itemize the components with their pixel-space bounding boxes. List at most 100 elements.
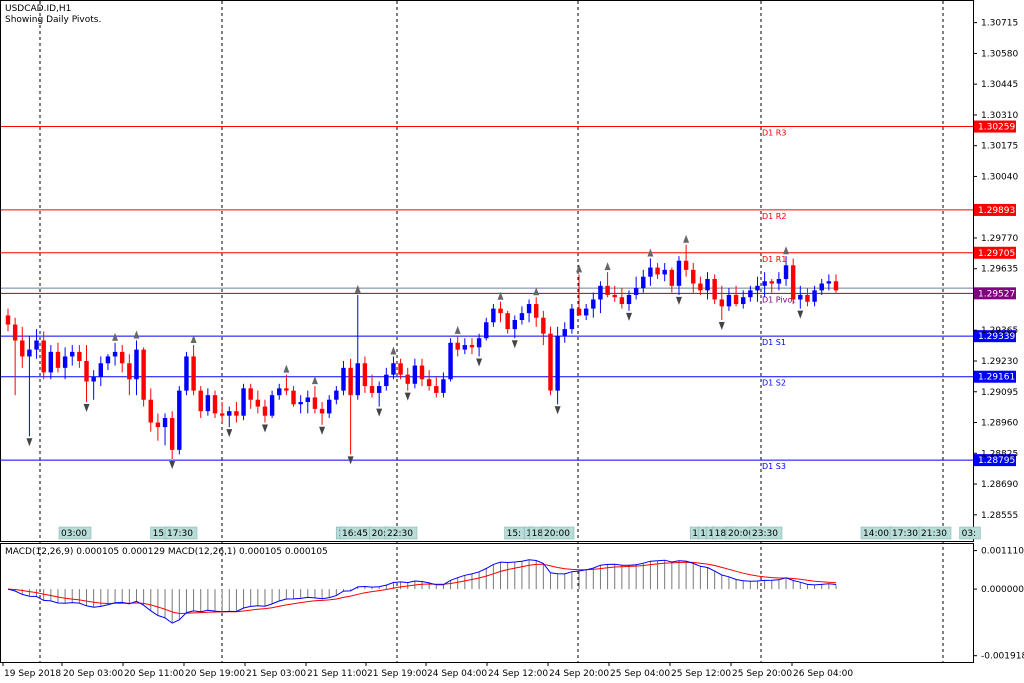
fractal-up-arrow xyxy=(283,364,290,373)
candle-body xyxy=(334,390,339,400)
price-tick-label: 1.30445 xyxy=(981,80,1018,90)
pivot-label: D1 R1 xyxy=(762,255,786,264)
candle-body xyxy=(805,294,810,302)
pivot-lines: D1 R3 1.30259 D1 R2 1.29893 D1 R1 1.29705 D1 P… xyxy=(1,120,1016,471)
macd-title: MACD(12,26,9) 0.000105 0.000129 MACD(12,… xyxy=(5,547,328,557)
time-label-box xyxy=(541,526,575,540)
fractal-up-arrow xyxy=(190,335,197,344)
candle-body xyxy=(448,342,453,380)
price-tick-label: 1.29770 xyxy=(981,234,1018,244)
date-tick-label: 24 Sep 04:00 xyxy=(427,669,487,679)
candle-body xyxy=(669,269,675,286)
fractal-down-arrow xyxy=(319,426,326,435)
pivot-value-badge xyxy=(974,330,1016,343)
candle-body xyxy=(70,351,75,357)
candle-body xyxy=(27,349,32,357)
time-label-box xyxy=(384,526,418,540)
candle-body xyxy=(348,367,353,396)
pivot-label: D1 S1 xyxy=(762,338,786,347)
candle-body xyxy=(733,294,739,305)
candle-body xyxy=(505,313,510,330)
fractal-up-arrow xyxy=(112,332,119,341)
candle-body xyxy=(441,379,446,393)
candle-body xyxy=(819,283,824,291)
main-panel-frame xyxy=(0,0,974,542)
candle-body xyxy=(105,356,111,364)
candle-body xyxy=(398,363,403,375)
candle-body xyxy=(641,276,646,289)
time-label-text: 03: xyxy=(962,529,976,539)
candle-body xyxy=(119,351,125,364)
candle-body xyxy=(790,265,796,300)
fractal-up-arrow xyxy=(454,325,461,334)
pivot-value-badge xyxy=(974,120,1016,133)
price-axis: 1.30715 1.30580 1.30445 1.30310 1.30175 1.300… xyxy=(973,19,1018,521)
candle-body xyxy=(605,285,610,295)
fractal-down-arrow xyxy=(675,296,682,305)
time-label-text: 18: xyxy=(532,529,546,539)
candle-body xyxy=(683,260,689,270)
candle-body xyxy=(319,408,325,414)
date-tick-label: 25 Sep 12:00 xyxy=(671,669,731,679)
candle-body xyxy=(191,356,196,391)
time-label-text: 16:45 xyxy=(342,529,368,539)
time-label-text: 20:00 xyxy=(728,529,754,539)
candle-body xyxy=(55,351,61,368)
time-label-text: 1 xyxy=(692,529,698,539)
candle-body xyxy=(612,294,617,298)
time-label-text: 20:00 xyxy=(544,529,570,539)
candle-body xyxy=(305,397,311,403)
pivot-value-text: 1.29893 xyxy=(978,206,1015,216)
fractal-down-arrow xyxy=(261,424,268,433)
pivot-value-badge xyxy=(974,287,1016,300)
fractal-down-arrow xyxy=(83,404,90,413)
candle-body xyxy=(555,335,560,391)
pivot-value-text: 1.29527 xyxy=(978,289,1015,299)
date-tick-label: 24 Sep 20:00 xyxy=(549,669,609,679)
candle-body xyxy=(277,388,282,396)
time-label-box xyxy=(58,526,92,540)
pivot-value-badge xyxy=(974,370,1016,383)
candle-body xyxy=(412,365,418,384)
info-label: Showing Daily Pivots. xyxy=(5,15,101,25)
candle-body xyxy=(583,308,589,316)
fractal-up-arrow xyxy=(683,234,690,243)
time-label-text: 21:30 xyxy=(921,529,947,539)
candle-body xyxy=(34,340,39,350)
macd-main-line xyxy=(7,559,837,624)
time-label-text: 1 xyxy=(700,529,706,539)
candle-body xyxy=(533,304,539,318)
date-tick-label: 21 Sep 11:00 xyxy=(307,669,367,679)
time-label-text: 17:30 xyxy=(167,529,193,539)
candle-body xyxy=(676,260,682,286)
candle-body xyxy=(391,363,396,375)
candle-body xyxy=(526,304,532,314)
pivot-value-badge xyxy=(974,246,1016,259)
candle-body xyxy=(455,342,460,350)
candle-body xyxy=(626,294,632,305)
fractal-down-arrow xyxy=(26,438,33,447)
fractal-down-arrow xyxy=(718,321,725,330)
fractal-markers xyxy=(26,234,804,469)
date-tick-label: 21 Sep 19:00 xyxy=(367,669,427,679)
candle-body xyxy=(234,411,239,416)
candle-body xyxy=(541,317,546,334)
price-tick-label: 1.28555 xyxy=(981,511,1018,521)
fractal-up-arrow xyxy=(311,376,318,385)
candle-body xyxy=(205,395,211,412)
pivot-label: D1 S3 xyxy=(762,462,786,471)
candle-body xyxy=(469,345,475,348)
candle-body xyxy=(812,290,817,302)
candle-body xyxy=(362,363,368,387)
fractal-down-arrow xyxy=(476,358,483,367)
candle-body xyxy=(769,281,774,284)
time-label-strip: 03:0015:17:30116:4520:22:3015:118:20:001… xyxy=(58,526,981,540)
candle-body xyxy=(405,374,410,384)
candle-body xyxy=(576,308,582,316)
candle-body xyxy=(369,386,375,393)
candle-body xyxy=(712,278,717,300)
fractal-down-arrow xyxy=(554,406,561,415)
candle-body xyxy=(426,379,432,387)
time-label-text: 23:30 xyxy=(752,529,778,539)
